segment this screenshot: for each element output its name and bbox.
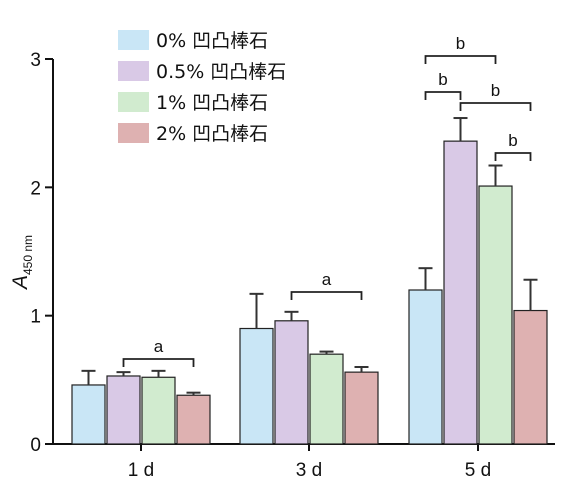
y-axis-label: A450 nm xyxy=(9,235,35,291)
y-tick-label: 0 xyxy=(30,435,41,456)
bars xyxy=(71,117,548,445)
significance-bracket xyxy=(459,102,532,111)
y-tick-label: 1 xyxy=(30,307,41,328)
bar xyxy=(344,371,379,445)
significance-label: b xyxy=(438,70,447,89)
y-tick-label: 3 xyxy=(30,50,41,71)
legend-label: 2% 凹凸棒石 xyxy=(156,123,268,145)
legend-label: 0% 凹凸棒石 xyxy=(156,30,268,52)
significance-bracket xyxy=(494,152,532,161)
bar xyxy=(106,375,141,445)
significance-bracket xyxy=(290,291,363,300)
legend-swatch xyxy=(118,61,149,81)
significance-bracket xyxy=(122,358,195,367)
legend-swatch xyxy=(118,123,149,143)
legend-label: 0.5% 凹凸棒石 xyxy=(156,61,286,83)
bar xyxy=(239,327,274,445)
significance-label: a xyxy=(322,270,332,289)
bar xyxy=(274,320,309,445)
y-axis-label-sub: 450 nm xyxy=(21,235,35,275)
legend-swatch xyxy=(118,30,149,50)
significance-label: a xyxy=(154,337,164,356)
x-tick-label: 5 d xyxy=(465,460,491,481)
bar xyxy=(309,353,344,445)
significance-label: b xyxy=(456,34,465,53)
bar xyxy=(71,384,106,445)
x-tick-label: 3 d xyxy=(296,460,322,481)
legend-swatch xyxy=(118,92,149,112)
bar xyxy=(478,185,513,445)
y-tick-label: 2 xyxy=(30,178,41,199)
x-tick-label: 1 d xyxy=(128,460,154,481)
bar xyxy=(443,140,478,445)
bar xyxy=(408,289,443,445)
bar xyxy=(513,309,548,445)
legend-label: 1% 凹凸棒石 xyxy=(156,92,268,114)
legend: 0% 凹凸棒石 0.5% 凹凸棒石 1% 凹凸棒石 2% 凹凸棒石 xyxy=(118,30,286,145)
significance-bracket xyxy=(424,55,497,64)
significance-label: b xyxy=(508,131,517,150)
y-axis-label-main: A xyxy=(9,275,32,291)
bar xyxy=(176,394,211,445)
bar xyxy=(141,376,176,445)
significance-bracket xyxy=(424,91,462,100)
significance-label: b xyxy=(491,81,500,100)
